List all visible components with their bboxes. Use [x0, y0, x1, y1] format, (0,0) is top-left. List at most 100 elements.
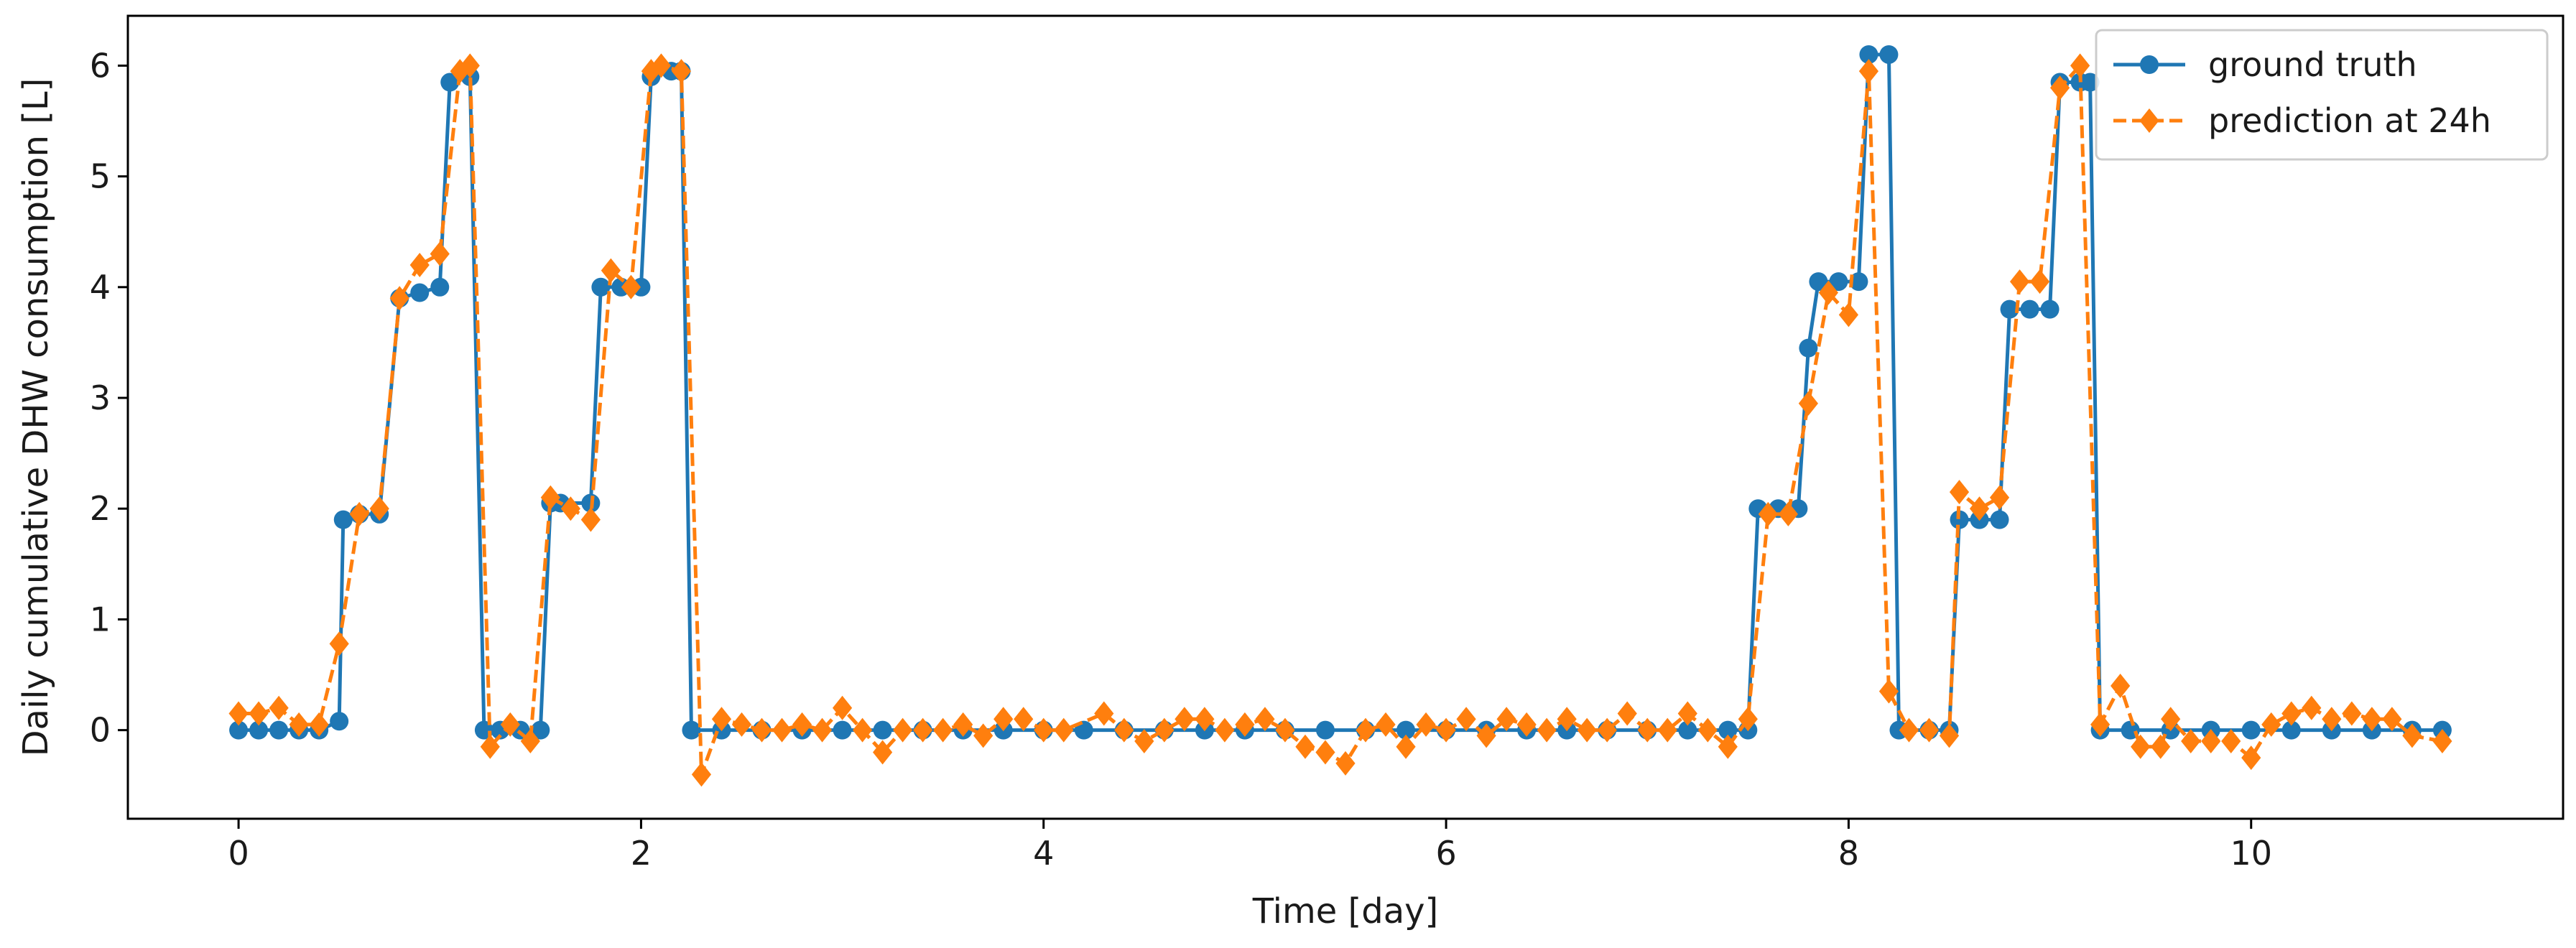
data-point-prediction	[1255, 707, 1275, 732]
data-point-prediction	[369, 496, 389, 521]
data-point-prediction	[1154, 717, 1175, 743]
data-point-prediction	[1034, 717, 1054, 743]
data-point-prediction	[2432, 729, 2452, 754]
data-point-ground-truth	[1879, 45, 1899, 64]
data-point-prediction	[2131, 734, 2151, 759]
data-point-prediction	[953, 712, 973, 737]
data-point-prediction	[1315, 740, 1335, 765]
data-point-prediction	[691, 762, 712, 787]
data-point-ground-truth	[2241, 720, 2261, 740]
x-axis-label: Time [day]	[1252, 891, 1438, 931]
data-point-ground-truth	[1859, 45, 1878, 64]
legend-box	[2095, 29, 2549, 161]
data-point-ground-truth	[1990, 510, 2009, 529]
series-layer	[228, 45, 2452, 787]
data-point-prediction	[580, 507, 601, 532]
data-point-prediction	[1094, 701, 1114, 726]
data-point-ground-truth	[229, 720, 249, 740]
data-point-ground-truth	[2040, 299, 2060, 319]
legend-label: prediction at 24h	[2208, 101, 2491, 140]
data-point-prediction	[2009, 269, 2030, 294]
data-point-prediction	[1356, 717, 1376, 743]
y-tick-label: 1	[90, 600, 111, 638]
legend-label: ground truth	[2208, 45, 2417, 84]
data-point-ground-truth	[1950, 510, 1969, 529]
data-point-prediction	[2362, 707, 2382, 732]
data-point-prediction	[1677, 701, 1697, 726]
data-point-prediction	[671, 59, 692, 84]
x-tick-label: 4	[1033, 834, 1054, 873]
data-point-prediction	[2261, 712, 2281, 737]
data-point-prediction	[1778, 501, 1798, 526]
data-point-prediction	[1919, 717, 1940, 743]
data-point-prediction	[2029, 269, 2050, 294]
data-point-prediction	[2241, 745, 2261, 771]
data-point-ground-truth	[1396, 720, 1416, 740]
data-point-prediction	[1858, 59, 1879, 84]
data-point-prediction	[1818, 280, 1838, 305]
data-point-prediction	[1878, 679, 1899, 704]
x-tick-label: 2	[631, 834, 652, 873]
legend: ground truth prediction at 24h	[2095, 29, 2549, 161]
x-axis: 0 2 4 6 8 10	[228, 819, 2272, 873]
data-point-prediction	[1969, 496, 1990, 521]
data-point-prediction	[913, 717, 933, 743]
data-point-prediction	[2090, 712, 2111, 737]
data-point-prediction	[651, 53, 672, 78]
data-point-ground-truth	[1809, 272, 1828, 292]
data-point-ground-truth	[430, 277, 450, 297]
data-point-ground-truth	[531, 720, 550, 740]
data-point-prediction	[853, 717, 873, 743]
data-point-prediction	[349, 501, 369, 526]
data-point-prediction	[2342, 701, 2362, 726]
data-point-prediction	[1738, 707, 1758, 732]
data-point-prediction	[1657, 717, 1677, 743]
data-point-prediction	[1114, 717, 1134, 743]
data-point-prediction	[540, 485, 560, 510]
data-point-prediction	[2151, 734, 2171, 759]
data-point-prediction	[893, 717, 913, 743]
data-point-prediction	[1798, 391, 1818, 416]
data-point-prediction	[1989, 485, 2010, 510]
data-point-prediction	[1899, 717, 1919, 743]
data-point-prediction	[1697, 717, 1718, 743]
data-point-prediction	[711, 707, 732, 732]
data-point-prediction	[2302, 695, 2322, 720]
data-point-prediction	[1456, 707, 1476, 732]
data-point-ground-truth	[1315, 720, 1335, 740]
data-point-prediction	[1396, 734, 1416, 759]
x-tick-label: 10	[2230, 834, 2272, 873]
data-point-prediction	[1939, 723, 1960, 748]
data-point-prediction	[1537, 717, 1557, 743]
data-point-prediction	[2281, 701, 2302, 726]
data-point-ground-truth	[410, 283, 430, 302]
data-point-prediction	[228, 701, 249, 726]
data-point-ground-truth	[249, 720, 269, 740]
x-tick-label: 6	[1435, 834, 1456, 873]
data-point-prediction	[289, 712, 309, 737]
data-point-prediction	[1557, 707, 1577, 732]
data-point-prediction	[1949, 480, 1970, 505]
data-point-ground-truth	[833, 720, 852, 740]
data-point-ground-truth	[2281, 720, 2301, 740]
data-point-prediction	[1718, 734, 1738, 759]
data-point-prediction	[460, 53, 480, 78]
data-point-ground-truth	[591, 277, 611, 297]
data-point-ground-truth	[1799, 338, 1818, 358]
data-point-prediction	[409, 252, 430, 277]
data-point-prediction	[1758, 501, 1778, 526]
data-point-prediction	[2049, 75, 2070, 101]
x-tick-label: 0	[228, 834, 249, 873]
data-point-prediction	[1054, 717, 1074, 743]
data-point-prediction	[1376, 712, 1396, 737]
data-point-prediction	[1195, 707, 1215, 732]
data-point-prediction	[973, 723, 993, 748]
y-tick-label: 3	[90, 378, 111, 417]
data-point-prediction	[1134, 729, 1154, 754]
y-tick-label: 6	[90, 46, 111, 85]
data-point-prediction	[2322, 707, 2342, 732]
data-point-prediction	[933, 717, 953, 743]
data-point-prediction	[450, 59, 470, 84]
data-point-prediction	[2161, 707, 2181, 732]
data-point-prediction	[249, 701, 269, 726]
